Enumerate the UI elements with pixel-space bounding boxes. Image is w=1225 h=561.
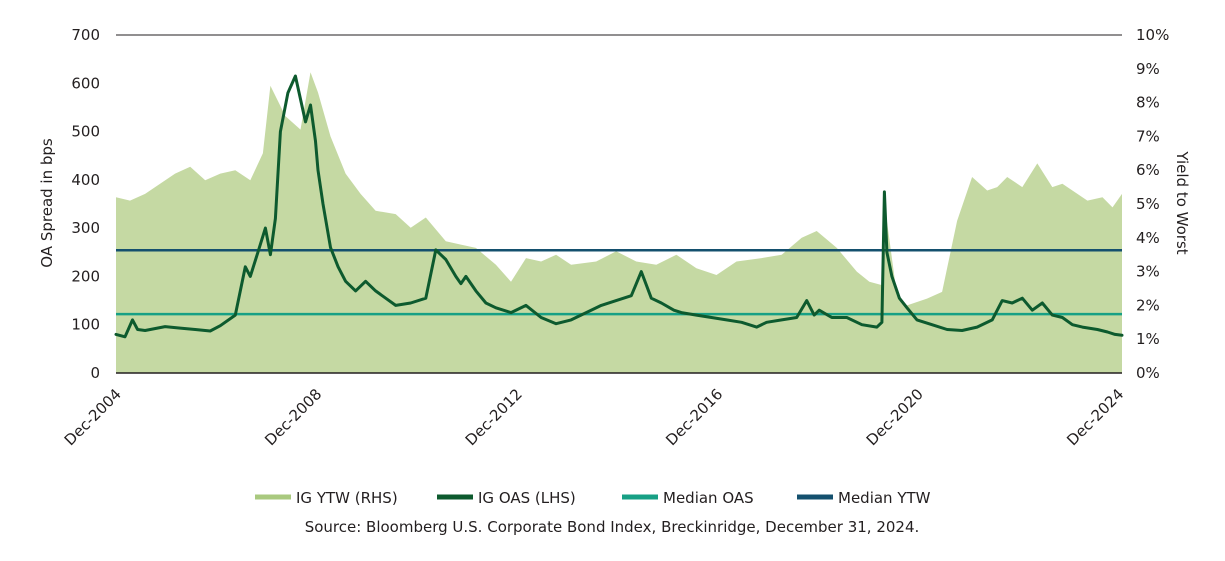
y-tick-right: 10% xyxy=(1136,26,1169,44)
y-tick-left: 300 xyxy=(71,219,100,237)
legend-label: IG OAS (LHS) xyxy=(478,489,576,507)
y-tick-left: 0 xyxy=(90,364,100,382)
y-tick-left: 400 xyxy=(71,171,100,189)
x-tick: Dec-2008 xyxy=(261,385,325,449)
y-tick-right: 8% xyxy=(1136,94,1160,112)
y-axis-left-title: OA Spread in bps xyxy=(38,138,56,268)
y-tick-right: 5% xyxy=(1136,195,1160,213)
y-tick-right: 4% xyxy=(1136,229,1160,247)
y-tick-right: 6% xyxy=(1136,161,1160,179)
y-tick-right: 7% xyxy=(1136,127,1160,145)
source-note: Source: Bloomberg U.S. Corporate Bond In… xyxy=(305,518,920,536)
y-tick-right: 2% xyxy=(1136,296,1160,314)
area-layer xyxy=(116,72,1122,373)
x-tick: Dec-2020 xyxy=(863,385,927,449)
hline-layer xyxy=(116,249,1122,316)
y-tick-left: 700 xyxy=(71,26,100,44)
legend-label: Median OAS xyxy=(663,489,754,507)
y-tick-left: 200 xyxy=(71,267,100,285)
y-tick-left: 500 xyxy=(71,123,100,141)
x-tick: Dec-2024 xyxy=(1063,385,1127,449)
y-tick-right: 9% xyxy=(1136,60,1160,78)
legend-label: Median YTW xyxy=(838,489,931,507)
y-tick-right: 3% xyxy=(1136,263,1160,281)
y-tick-right: 0% xyxy=(1136,364,1160,382)
x-tick: Dec-2004 xyxy=(61,385,125,449)
legend: IG YTW (RHS) IG OAS (LHS) Median OAS Median… xyxy=(255,489,931,507)
y-tick-left: 100 xyxy=(71,316,100,334)
oas-line xyxy=(114,74,1124,339)
y-tick-left: 600 xyxy=(71,74,100,92)
y-tick-right: 1% xyxy=(1136,330,1160,348)
line-layer xyxy=(114,74,1124,339)
x-tick: Dec-2012 xyxy=(462,385,526,449)
ytw-area xyxy=(116,72,1122,373)
x-tick: Dec-2016 xyxy=(662,385,726,449)
y-axis-right-title: Yield to Worst xyxy=(1173,150,1191,254)
legend-label: IG YTW (RHS) xyxy=(296,489,398,507)
